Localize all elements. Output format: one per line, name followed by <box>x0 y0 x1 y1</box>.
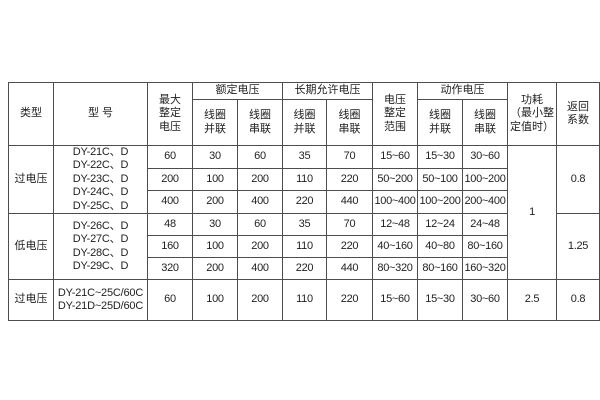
value-cell: 320 <box>147 257 193 281</box>
value-cell: 30~60 <box>462 279 508 322</box>
value-cell: 24~48 <box>462 213 508 237</box>
col-header-return-coefficient: 返回 系数 <box>556 82 600 146</box>
model-cell: DY-21C~25C/60C DY-21D~25D/60C <box>53 279 148 322</box>
value-cell: 200 <box>192 190 238 215</box>
value-cell: 60 <box>147 279 193 322</box>
relay-spec-table: 类型 型 号 最大 整定 电压 额定电压 长期允许电压 电压 整定 范围 动作电… <box>8 82 600 322</box>
table-container: 类型 型 号 最大 整定 电压 额定电压 长期允许电压 电压 整定 范围 动作电… <box>8 82 600 322</box>
value-cell: 70 <box>326 145 373 169</box>
value-cell: 100~400 <box>372 190 418 215</box>
value-cell: 400 <box>237 257 283 281</box>
return-coefficient-cell: 0.8 <box>556 144 600 215</box>
value-cell: 50~100 <box>417 167 463 192</box>
return-coefficient-cell: 1.25 <box>556 213 600 281</box>
value-cell: 440 <box>326 257 373 281</box>
col-header-model: 型 号 <box>53 82 148 146</box>
value-cell: 160~320 <box>462 257 508 281</box>
value-cell: 15~30 <box>417 145 463 169</box>
value-cell: 400 <box>237 190 283 215</box>
value-cell: 60 <box>237 145 283 169</box>
value-cell: 15~30 <box>417 279 463 322</box>
col-header-longterm-voltage: 长期允许电压 <box>282 82 373 100</box>
value-cell: 30 <box>192 145 238 169</box>
value-cell: 30 <box>192 213 238 237</box>
value-cell: 200 <box>237 279 283 322</box>
value-cell: 12~24 <box>417 213 463 237</box>
value-cell: 110 <box>282 167 327 192</box>
col-header-operating-coil-parallel: 线圈 并联 <box>417 99 463 146</box>
value-cell: 400 <box>147 190 193 215</box>
value-cell: 220 <box>326 167 373 192</box>
value-cell: 100~200 <box>417 190 463 215</box>
value-cell: 200 <box>192 257 238 281</box>
value-cell: 15~60 <box>372 279 418 322</box>
value-cell: 80~160 <box>462 235 508 259</box>
value-cell: 48 <box>147 213 193 237</box>
model-cell: DY-26C、D DY-27C、D DY-28C、D DY-29C、D <box>53 213 148 281</box>
col-header-operating-coil-series: 线圈 串联 <box>462 99 508 146</box>
col-header-rated-coil-parallel: 线圈 并联 <box>192 99 238 146</box>
value-cell: 100 <box>192 235 238 259</box>
power-cell: 2.5 <box>507 279 557 322</box>
col-header-operating-voltage: 动作电压 <box>417 82 508 100</box>
value-cell: 220 <box>282 190 327 215</box>
value-cell: 100~200 <box>462 167 508 192</box>
value-cell: 200~400 <box>462 190 508 215</box>
value-cell: 200 <box>237 235 283 259</box>
value-cell: 440 <box>326 190 373 215</box>
value-cell: 60 <box>237 213 283 237</box>
value-cell: 60 <box>147 145 193 169</box>
value-cell: 200 <box>237 167 283 192</box>
model-cell: DY-21C、D DY-22C、D DY-23C、D DY-24C、D DY-2… <box>53 144 148 215</box>
value-cell: 35 <box>282 145 327 169</box>
value-cell: 80~160 <box>417 257 463 281</box>
col-header-voltage-setting-range: 电压 整定 范围 <box>372 82 418 146</box>
col-header-type: 类型 <box>8 82 54 146</box>
value-cell: 30~60 <box>462 145 508 169</box>
value-cell: 40~80 <box>417 235 463 259</box>
col-header-power: 功耗 （最小整 定值时） <box>507 82 557 146</box>
value-cell: 70 <box>326 213 373 237</box>
col-header-rated-voltage: 额定电压 <box>192 82 283 100</box>
value-cell: 110 <box>282 279 327 322</box>
power-cell: 1 <box>507 144 557 281</box>
value-cell: 160 <box>147 235 193 259</box>
value-cell: 12~48 <box>372 213 418 237</box>
col-header-max-setting-voltage: 最大 整定 电压 <box>147 82 193 146</box>
value-cell: 100 <box>192 167 238 192</box>
col-header-longterm-coil-series: 线圈 串联 <box>326 99 373 146</box>
return-coefficient-cell: 0.8 <box>556 279 600 322</box>
value-cell: 50~200 <box>372 167 418 192</box>
type-cell: 过电压 <box>8 279 54 322</box>
value-cell: 220 <box>326 235 373 259</box>
col-header-longterm-coil-parallel: 线圈 并联 <box>282 99 327 146</box>
value-cell: 220 <box>326 279 373 322</box>
value-cell: 15~60 <box>372 145 418 169</box>
value-cell: 200 <box>147 167 193 192</box>
value-cell: 35 <box>282 213 327 237</box>
value-cell: 110 <box>282 235 327 259</box>
value-cell: 220 <box>282 257 327 281</box>
value-cell: 100 <box>192 279 238 322</box>
value-cell: 40~160 <box>372 235 418 259</box>
value-cell: 80~320 <box>372 257 418 281</box>
type-cell: 过电压 <box>8 144 54 215</box>
col-header-rated-coil-series: 线圈 串联 <box>237 99 283 146</box>
type-cell: 低电压 <box>8 213 54 281</box>
